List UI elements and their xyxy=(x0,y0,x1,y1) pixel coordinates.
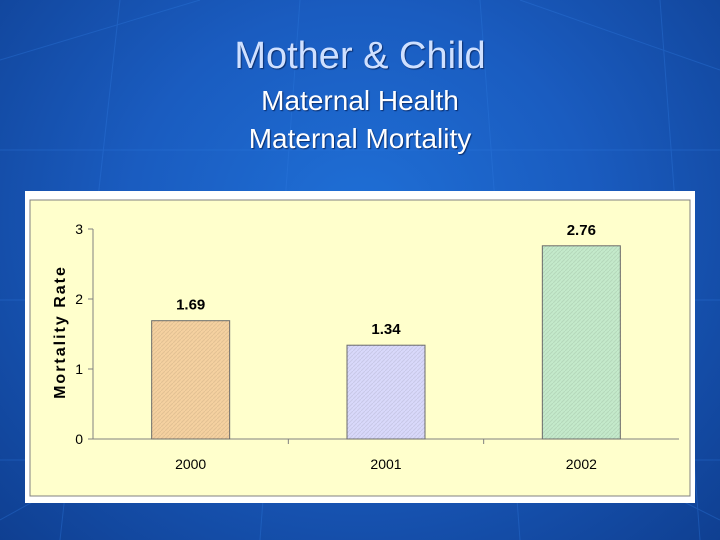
x-tick-label-2002: 2002 xyxy=(566,456,597,472)
bar-chart: Mortality Rate 0 1 2 3 1.69 2000 1.34 2001 2.76… xyxy=(29,199,691,497)
slide-title: Mother & Child xyxy=(234,35,486,77)
y-axis-label: Mortality Rate xyxy=(52,265,69,399)
bar-texture-2002 xyxy=(542,245,621,439)
chart-frame: Mortality Rate 0 1 2 3 1.69 2000 1.34 2001 2.76… xyxy=(25,191,695,503)
y-tick-label: 2 xyxy=(75,291,83,307)
bar-texture-2000 xyxy=(151,320,230,439)
x-tick-label-2001: 2001 xyxy=(370,456,401,472)
slide-subtitle-2: Maternal Mortality xyxy=(248,123,472,154)
data-label-2000: 1.69 xyxy=(176,297,205,314)
bars xyxy=(151,245,621,440)
labels: 1.69 2000 1.34 2001 2.76 2002 xyxy=(175,222,597,472)
bar-texture-2001 xyxy=(347,345,425,439)
slide-subtitle-1: Maternal Health xyxy=(261,85,459,116)
y-tick-label: 1 xyxy=(75,361,83,377)
y-tick-label: 0 xyxy=(75,431,83,447)
data-label-2001: 1.34 xyxy=(371,321,401,338)
y-tick-label: 3 xyxy=(75,221,83,237)
data-label-2002: 2.76 xyxy=(567,222,596,239)
x-tick-label-2000: 2000 xyxy=(175,456,206,472)
